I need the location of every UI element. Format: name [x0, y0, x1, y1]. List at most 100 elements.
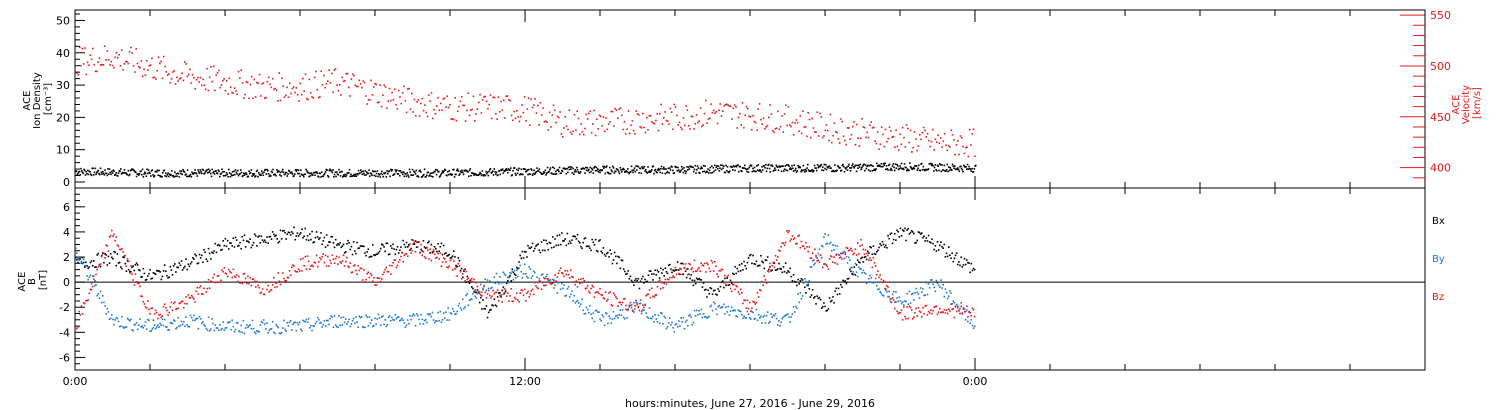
field-by-point: [141, 325, 143, 328]
field-by-point: [289, 320, 292, 322]
velocity-point: [909, 129, 912, 132]
field-by-point: [224, 327, 227, 329]
density-point: [453, 176, 456, 178]
field-bz-point: [287, 276, 290, 279]
field-bz-point: [246, 282, 248, 285]
density-point: [558, 170, 560, 173]
density-point: [804, 171, 806, 173]
velocity-point: [157, 56, 160, 59]
density-point: [571, 172, 574, 174]
field-bz-point: [328, 265, 330, 267]
density-point: [647, 166, 649, 168]
density-point: [280, 175, 283, 177]
velocity-point: [631, 120, 634, 122]
field-by-point: [715, 308, 717, 311]
field-bx-point: [295, 235, 298, 237]
field-by-point: [177, 316, 179, 319]
density-point: [360, 170, 363, 173]
density-point: [834, 164, 836, 166]
field-bx-point: [440, 242, 443, 245]
field-bx-point: [211, 251, 213, 254]
density-point: [785, 169, 787, 171]
velocity-point: [174, 83, 177, 85]
velocity-point: [292, 86, 295, 88]
field-bx-point: [520, 257, 523, 260]
field-bz-point: [242, 273, 245, 275]
velocity-point: [757, 108, 760, 110]
field-by-point: [309, 327, 311, 329]
field-bz-point: [820, 257, 823, 259]
field-by-point: [504, 274, 507, 277]
density-point: [532, 172, 535, 175]
velocity-point: [470, 109, 472, 111]
density-point: [943, 164, 946, 167]
field-by-point: [498, 282, 500, 285]
field-bx-point: [832, 296, 834, 298]
density-point: [610, 169, 613, 171]
field-bx-point: [712, 289, 715, 292]
velocity-point: [231, 91, 233, 94]
field-bz-point: [294, 270, 296, 272]
field-by-point: [206, 329, 209, 331]
field-bz-point: [970, 314, 973, 317]
density-point: [843, 170, 846, 173]
field-bz-point: [761, 280, 763, 283]
field-bz-point: [652, 295, 654, 298]
density-point: [357, 173, 359, 176]
field-bz-point: [914, 312, 916, 314]
velocity-point: [756, 129, 758, 132]
field-by-point: [382, 315, 384, 317]
field-by-point: [926, 293, 929, 296]
field-bz-point: [588, 290, 590, 293]
field-bx-point: [114, 251, 116, 254]
field-bx-point: [238, 244, 240, 247]
field-bz-point: [827, 268, 830, 270]
field-bx-point: [476, 289, 479, 291]
velocity-point: [124, 60, 127, 63]
density-point: [267, 172, 270, 175]
density-point: [141, 168, 144, 171]
field-by-point: [575, 300, 578, 303]
velocity-point: [89, 54, 92, 57]
field-by-point: [327, 319, 329, 322]
field-bx-point: [165, 270, 167, 273]
density-point: [153, 175, 155, 178]
field-by-point: [97, 293, 100, 295]
field-bz-point: [85, 299, 87, 302]
field-bz-point: [799, 246, 802, 249]
velocity-point: [819, 112, 821, 115]
field-bx-point: [276, 238, 278, 240]
velocity-point: [127, 62, 130, 65]
field-bz-point: [841, 252, 843, 255]
density-point: [597, 168, 599, 170]
field-bz-point: [789, 240, 791, 242]
velocity-point: [485, 100, 488, 103]
field-bx-point: [645, 280, 647, 283]
density-point: [648, 171, 650, 173]
field-by-point: [664, 317, 667, 319]
field-by-point: [183, 321, 185, 323]
field-by-point: [622, 316, 625, 319]
field-bz-point: [300, 258, 302, 261]
field-by-point: [669, 317, 671, 319]
field-bz-point: [890, 301, 893, 304]
velocity-point: [871, 127, 874, 129]
field-bz-point: [637, 306, 640, 308]
velocity-point: [681, 128, 683, 131]
velocity-point: [328, 69, 330, 71]
field-bx-point: [531, 242, 534, 245]
velocity-point: [728, 105, 731, 107]
field-by-point: [519, 264, 521, 267]
field-bz-point: [471, 277, 473, 280]
field-bx-point: [606, 252, 608, 255]
velocity-point: [140, 60, 143, 62]
field-bz-point: [950, 303, 952, 305]
velocity-point: [442, 98, 445, 100]
velocity-point: [332, 91, 334, 94]
field-bx-point: [682, 273, 685, 275]
field-bx-point: [688, 273, 690, 276]
field-bz-point: [896, 310, 898, 313]
field-bx-point: [691, 279, 694, 282]
velocity-point: [626, 128, 628, 131]
density-point: [717, 165, 720, 168]
